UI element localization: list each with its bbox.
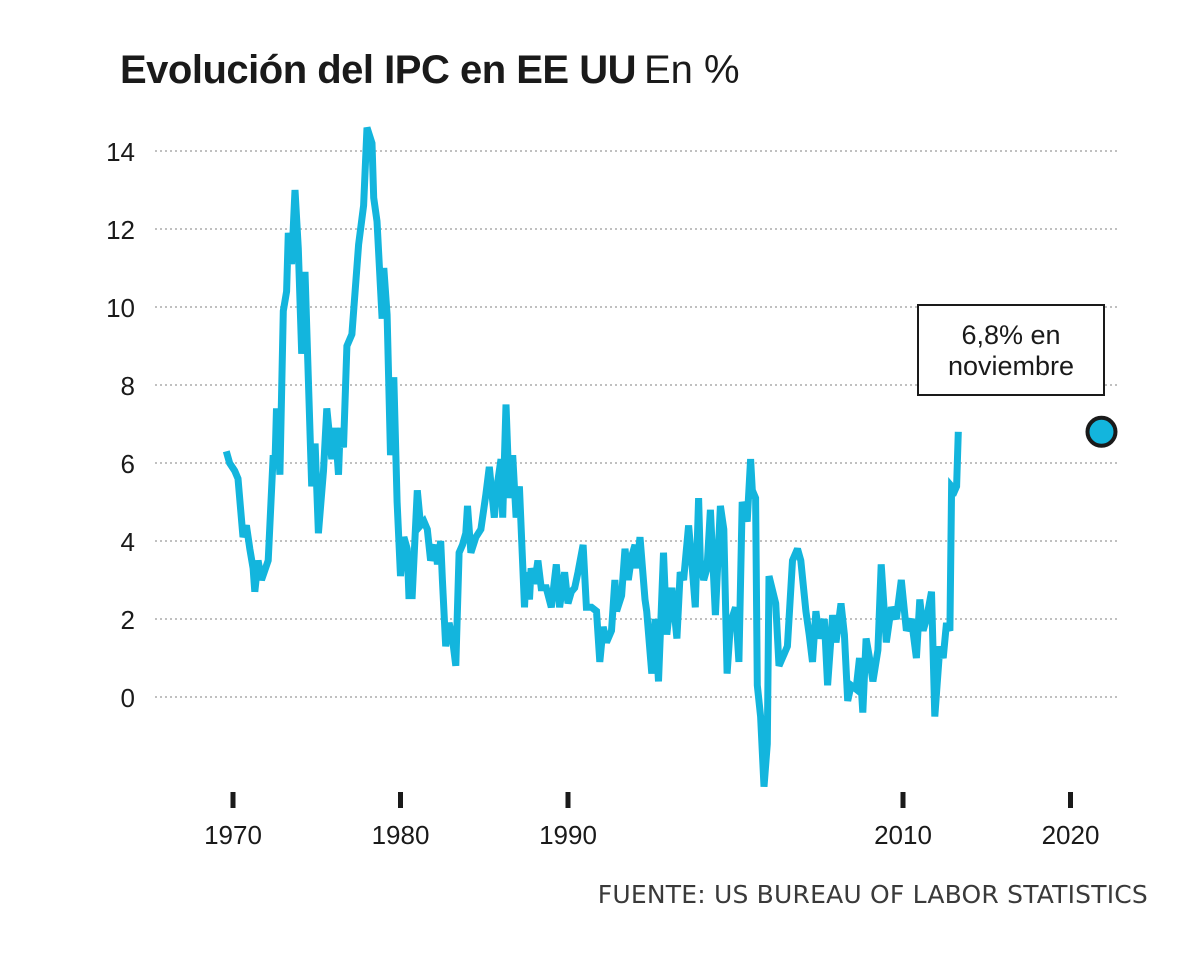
x-axis-ticks: 1970 1980 1990 2010 2020	[204, 792, 1099, 850]
x-tick-label-1980: 1980	[372, 820, 430, 850]
annotation-line-2: noviembre	[947, 351, 1075, 381]
x-tick-label-1990: 1990	[539, 820, 597, 850]
y-tick-label-12: 12	[106, 215, 135, 245]
chart-title: Evolución del IPC en EE UU	[120, 48, 636, 92]
y-tick-label-8: 8	[121, 371, 135, 401]
latest-value-marker	[1085, 415, 1118, 448]
y-tick-label-6: 6	[121, 449, 135, 479]
series-layer	[222, 126, 1118, 787]
x-tick-label-2020: 2020	[1042, 820, 1100, 850]
y-tick-label-4: 4	[121, 527, 135, 557]
y-tick-label-2: 2	[121, 605, 135, 635]
annotation-callout: 6,8% en noviembre	[917, 304, 1105, 396]
x-tick-label-1970: 1970	[204, 820, 262, 850]
cpi-series-line	[222, 126, 962, 787]
chart-subtitle: En %	[643, 48, 740, 92]
y-axis-ticks: 0 2 4 6 8 10 12 14	[106, 137, 135, 713]
source-note: FUENTE: US BUREAU OF LABOR STATISTICS	[597, 880, 1148, 909]
y-tick-label-0: 0	[121, 683, 135, 713]
annotation-line-1: 6,8% en	[961, 320, 1061, 350]
x-tick-label-2010: 2010	[874, 820, 932, 850]
y-tick-label-10: 10	[106, 293, 135, 323]
y-tick-label-14: 14	[106, 137, 135, 167]
title-row: Evolución del IPC en EE UU En %	[120, 48, 740, 93]
